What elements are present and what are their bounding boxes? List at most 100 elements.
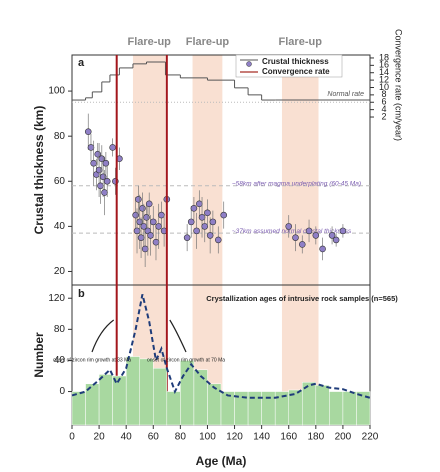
legend-label: Convergence rate (262, 67, 330, 76)
x-tick-label: 140 (253, 432, 270, 443)
histogram-bar (153, 367, 168, 426)
histogram-bar (139, 358, 154, 426)
data-point (84, 128, 92, 135)
y-tick-label: 40 (54, 221, 66, 232)
y2-tick-label: 8 (381, 89, 386, 99)
histogram-bar (220, 391, 235, 426)
x-tick-label: 0 (69, 432, 75, 443)
legend-label: Crustal thickness (262, 57, 329, 66)
data-point (101, 189, 108, 196)
data-point (95, 166, 103, 174)
y-axis-title: Crustal thickness (km) (32, 106, 46, 235)
data-point (220, 211, 228, 219)
data-point (90, 159, 97, 167)
histogram-bar (125, 356, 140, 426)
x-tick-label: 220 (362, 432, 379, 443)
y-tick-label: 80 (54, 324, 66, 335)
histogram-bar (342, 391, 357, 426)
data-point (141, 245, 149, 253)
data-point (305, 227, 313, 235)
flare-up-band (281, 55, 319, 425)
data-point (145, 200, 153, 208)
data-point (206, 232, 214, 239)
panel-label: a (78, 57, 85, 69)
y2-tick-label: 4 (381, 104, 386, 114)
data-point (190, 205, 198, 212)
y2-tick-label: 10 (379, 82, 389, 92)
data-point (102, 159, 110, 167)
x-axis-title: Age (Ma) (196, 454, 247, 468)
y-tick-label: 40 (54, 355, 66, 366)
arrow (91, 319, 115, 353)
x-tick-label: 180 (307, 432, 324, 443)
histogram-bar (329, 391, 344, 426)
data-point (198, 214, 206, 221)
histogram-bar (315, 385, 330, 426)
annotation: Normal rate (327, 91, 364, 98)
flare-up-label: Flare-up (186, 36, 230, 48)
data-point (152, 238, 160, 246)
y-tick-label: 80 (54, 131, 66, 142)
y-tick-label: 20 (54, 266, 66, 277)
data-point (187, 218, 195, 226)
data-point (339, 227, 347, 235)
data-point (196, 200, 203, 208)
data-point (193, 227, 200, 235)
data-point (319, 245, 326, 253)
data-point (328, 232, 336, 239)
data-point (87, 144, 95, 151)
histogram-bar (356, 391, 371, 426)
histogram-bar (71, 391, 86, 426)
y2-tick-label: 6 (381, 97, 386, 107)
data-point (214, 236, 222, 244)
x-tick-label: 120 (226, 432, 243, 443)
data-point (292, 234, 299, 241)
annotation: ~37km assumed normal crustal thickness (232, 228, 352, 235)
data-point (298, 241, 306, 248)
y-axis-title: Number (32, 332, 46, 378)
data-point (109, 144, 116, 151)
y-tick-label: 60 (54, 176, 66, 187)
x-tick-label: 160 (280, 432, 297, 443)
data-point (103, 177, 111, 185)
histogram-bar (98, 374, 113, 426)
data-point (183, 234, 191, 241)
y2-tick-label: 16 (379, 60, 389, 70)
data-point (133, 227, 141, 235)
data-point (209, 218, 217, 226)
histogram-bar (207, 383, 222, 426)
x-tick-label: 20 (94, 432, 106, 443)
annotation: onset of zircon rim growth at 70 Ma (147, 357, 225, 363)
histogram-bar (247, 391, 262, 426)
histogram-bar (112, 375, 127, 426)
data-point (158, 211, 165, 219)
x-tick-label: 80 (175, 432, 187, 443)
panel-label: b (78, 288, 85, 300)
y-tick-label: 0 (59, 386, 65, 397)
y2-tick-label: 14 (379, 67, 389, 77)
y2-axis-title: Convergence rate (cm/year) (394, 29, 404, 141)
legend-swatch (246, 61, 252, 67)
data-point (155, 223, 162, 230)
data-point (204, 209, 211, 217)
x-tick-label: 40 (121, 432, 133, 443)
histogram-bar (261, 391, 276, 426)
y-tick-label: 120 (48, 293, 65, 304)
x-tick-label: 60 (148, 432, 160, 443)
y2-tick-label: 12 (379, 74, 389, 84)
data-point (97, 182, 104, 190)
data-point (285, 223, 293, 230)
density-curve (71, 294, 371, 399)
arrow (169, 319, 187, 353)
histogram-bar (193, 369, 208, 426)
data-point (132, 211, 139, 219)
flare-up-label: Flare-up (128, 36, 172, 48)
data-point (143, 214, 150, 221)
data-point (147, 232, 154, 239)
data-point (149, 218, 157, 226)
data-point (137, 234, 145, 241)
legend-box (235, 54, 343, 78)
chart-title: Crystallization ages of intrusive rock s… (206, 294, 398, 303)
data-point (135, 196, 142, 203)
